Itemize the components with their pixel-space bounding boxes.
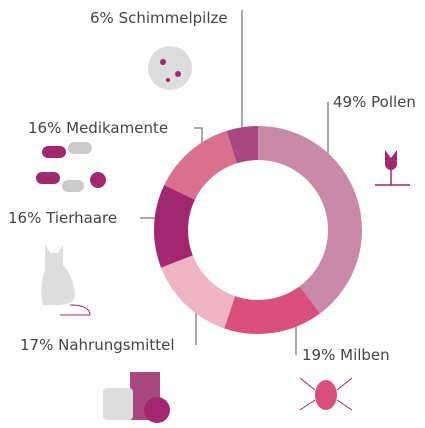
segment-label: 19% Milben [302, 346, 390, 364]
bread-icon [103, 388, 133, 420]
spore-dot [166, 78, 170, 82]
category-label: Milben [340, 346, 390, 364]
cat-icon [41, 245, 75, 305]
value-label: 6% [90, 9, 114, 27]
pill-icon [36, 172, 60, 184]
value-label: 19% [302, 346, 335, 364]
category-label: Medikamente [66, 119, 168, 137]
segment-label: 49% Pollen [333, 93, 416, 111]
segment-label: 17% Nahrungsmittel [20, 336, 175, 354]
apple-icon [144, 397, 170, 423]
flower-icon [385, 150, 397, 170]
cat-tail [60, 305, 90, 315]
value-label: 17% [20, 336, 53, 354]
pill-icon [62, 180, 84, 192]
donut-segment [258, 126, 362, 314]
mite-icon [315, 380, 337, 410]
segment-label: 16% Medikamente [28, 119, 168, 137]
donut-segment [164, 131, 237, 200]
category-label: Pollen [371, 93, 416, 111]
segment-label: 6% Schimmelpilze [90, 9, 228, 27]
category-label: Nahrungsmittel [58, 336, 174, 354]
value-label: 49% [333, 93, 366, 111]
spore-dot [160, 59, 166, 65]
pill-icon [90, 172, 106, 188]
category-label: Schimmelpilze [119, 9, 228, 27]
pill-icon [42, 146, 66, 158]
spore-dot [175, 71, 181, 77]
pill-icon [68, 142, 92, 154]
donut-segment [154, 185, 195, 268]
spore-icon [148, 46, 192, 90]
donut [154, 126, 362, 334]
flower-stem [375, 170, 410, 185]
value-label: 16% [8, 209, 41, 227]
segment-label: 16% Tierhaare [8, 209, 117, 227]
value-label: 16% [28, 119, 61, 137]
chart: 49% Pollen 19% Milben 17% Nahrungsmittel 16… [0, 0, 425, 428]
donut-segment [161, 255, 235, 328]
category-label: Tierhaare [45, 209, 117, 227]
